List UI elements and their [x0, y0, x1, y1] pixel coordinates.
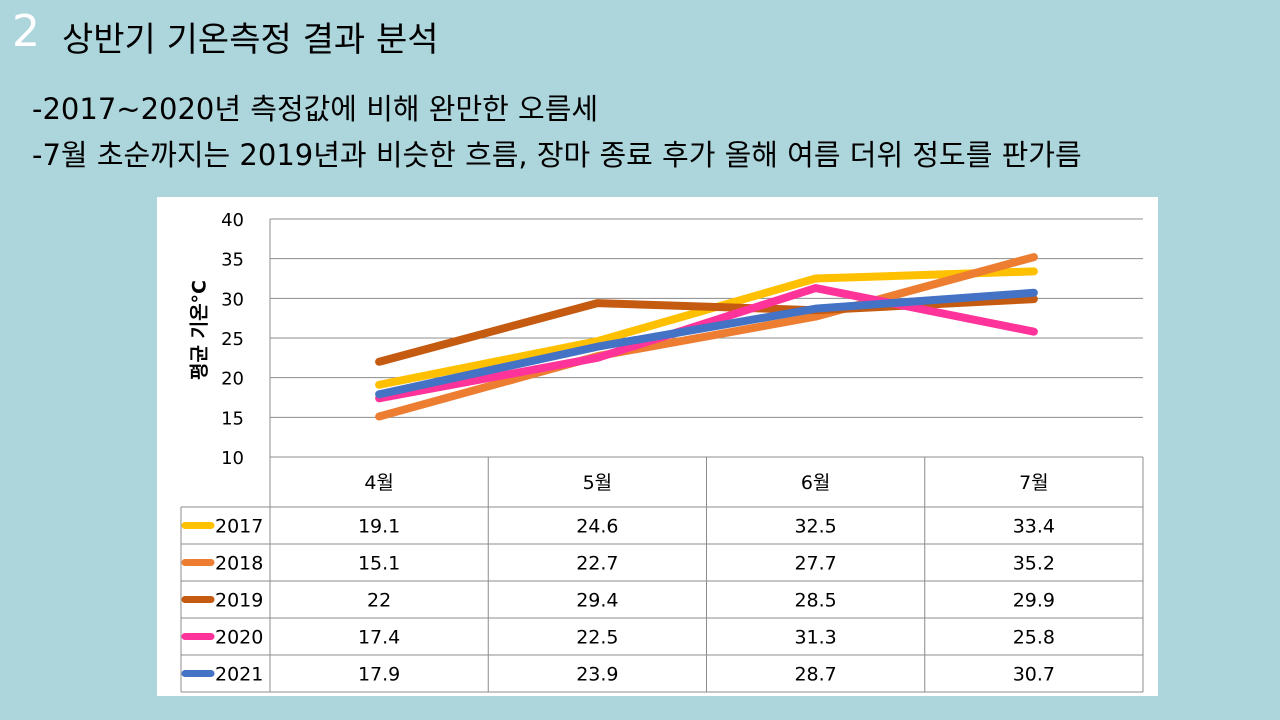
data-table-value: 29.4 [576, 590, 618, 612]
data-table-value: 27.7 [794, 553, 836, 575]
y-tick-label: 15 [221, 408, 244, 429]
line-chart: 10 15 20 25 30 35 40 4월 5월 6월 7월 2017 19.1 24.6 32.5 33… [180, 210, 1144, 693]
series-line-2018 [375, 253, 1038, 421]
bullet-list: -2017~2020년 측정값에 비해 완만한 오름세 -7월 초순까지는 20… [32, 86, 1082, 178]
slide-number: 2 [12, 6, 40, 57]
data-table-value: 31.3 [794, 627, 836, 649]
data-table-value: 33.4 [1013, 516, 1055, 538]
data-table-value: 22 [367, 590, 391, 612]
y-tick-label: 20 [221, 369, 244, 390]
y-tick-label: 40 [221, 210, 244, 231]
legend-label: 2020 [215, 627, 263, 649]
legend-label: 2018 [215, 553, 263, 575]
chart-area: 10 15 20 25 30 35 40 4월 5월 6월 7월 2017 19.1 24.6 32.5 33… [157, 197, 1158, 696]
data-table-value: 35.2 [1013, 553, 1055, 575]
y-tick-label: 10 [221, 448, 244, 469]
data-table-value: 22.7 [576, 553, 618, 575]
data-table-value: 28.7 [794, 664, 836, 686]
data-table-value: 15.1 [358, 553, 400, 575]
data-table-value: 25.8 [1013, 627, 1055, 649]
bullet-item: -7월 초순까지는 2019년과 비슷한 흐름, 장마 종료 후가 올해 여름 … [32, 138, 1082, 172]
data-table-value: 23.9 [576, 664, 618, 686]
legend-label: 2017 [215, 516, 263, 538]
y-tick-label: 25 [221, 329, 244, 350]
legend-label: 2021 [215, 664, 263, 686]
data-table-value: 32.5 [794, 516, 836, 538]
data-table-value: 30.7 [1013, 664, 1055, 686]
legend-label: 2019 [215, 590, 263, 612]
data-table-value: 17.9 [358, 664, 400, 686]
x-category-label: 6월 [801, 472, 831, 494]
data-table-value: 28.5 [794, 590, 836, 612]
bullet-item: -2017~2020년 측정값에 비해 완만한 오름세 [32, 92, 599, 126]
y-tick-label: 30 [221, 289, 244, 310]
data-table-value: 24.6 [576, 516, 618, 538]
x-category-label: 4월 [364, 472, 394, 494]
x-category-label: 5월 [583, 472, 613, 494]
series-line-2021 [375, 288, 1038, 399]
data-table-value: 29.9 [1013, 590, 1055, 612]
y-tick-label: 35 [221, 250, 244, 271]
data-table-value: 22.5 [576, 627, 618, 649]
data-table-value: 19.1 [358, 516, 400, 538]
x-category-label: 7월 [1019, 472, 1049, 494]
data-table-value: 17.4 [358, 627, 400, 649]
y-axis-label: 평균 기온°C [188, 280, 211, 380]
series-line-2020 [375, 284, 1038, 403]
slide-title: 상반기 기온측정 결과 분석 [62, 20, 439, 60]
